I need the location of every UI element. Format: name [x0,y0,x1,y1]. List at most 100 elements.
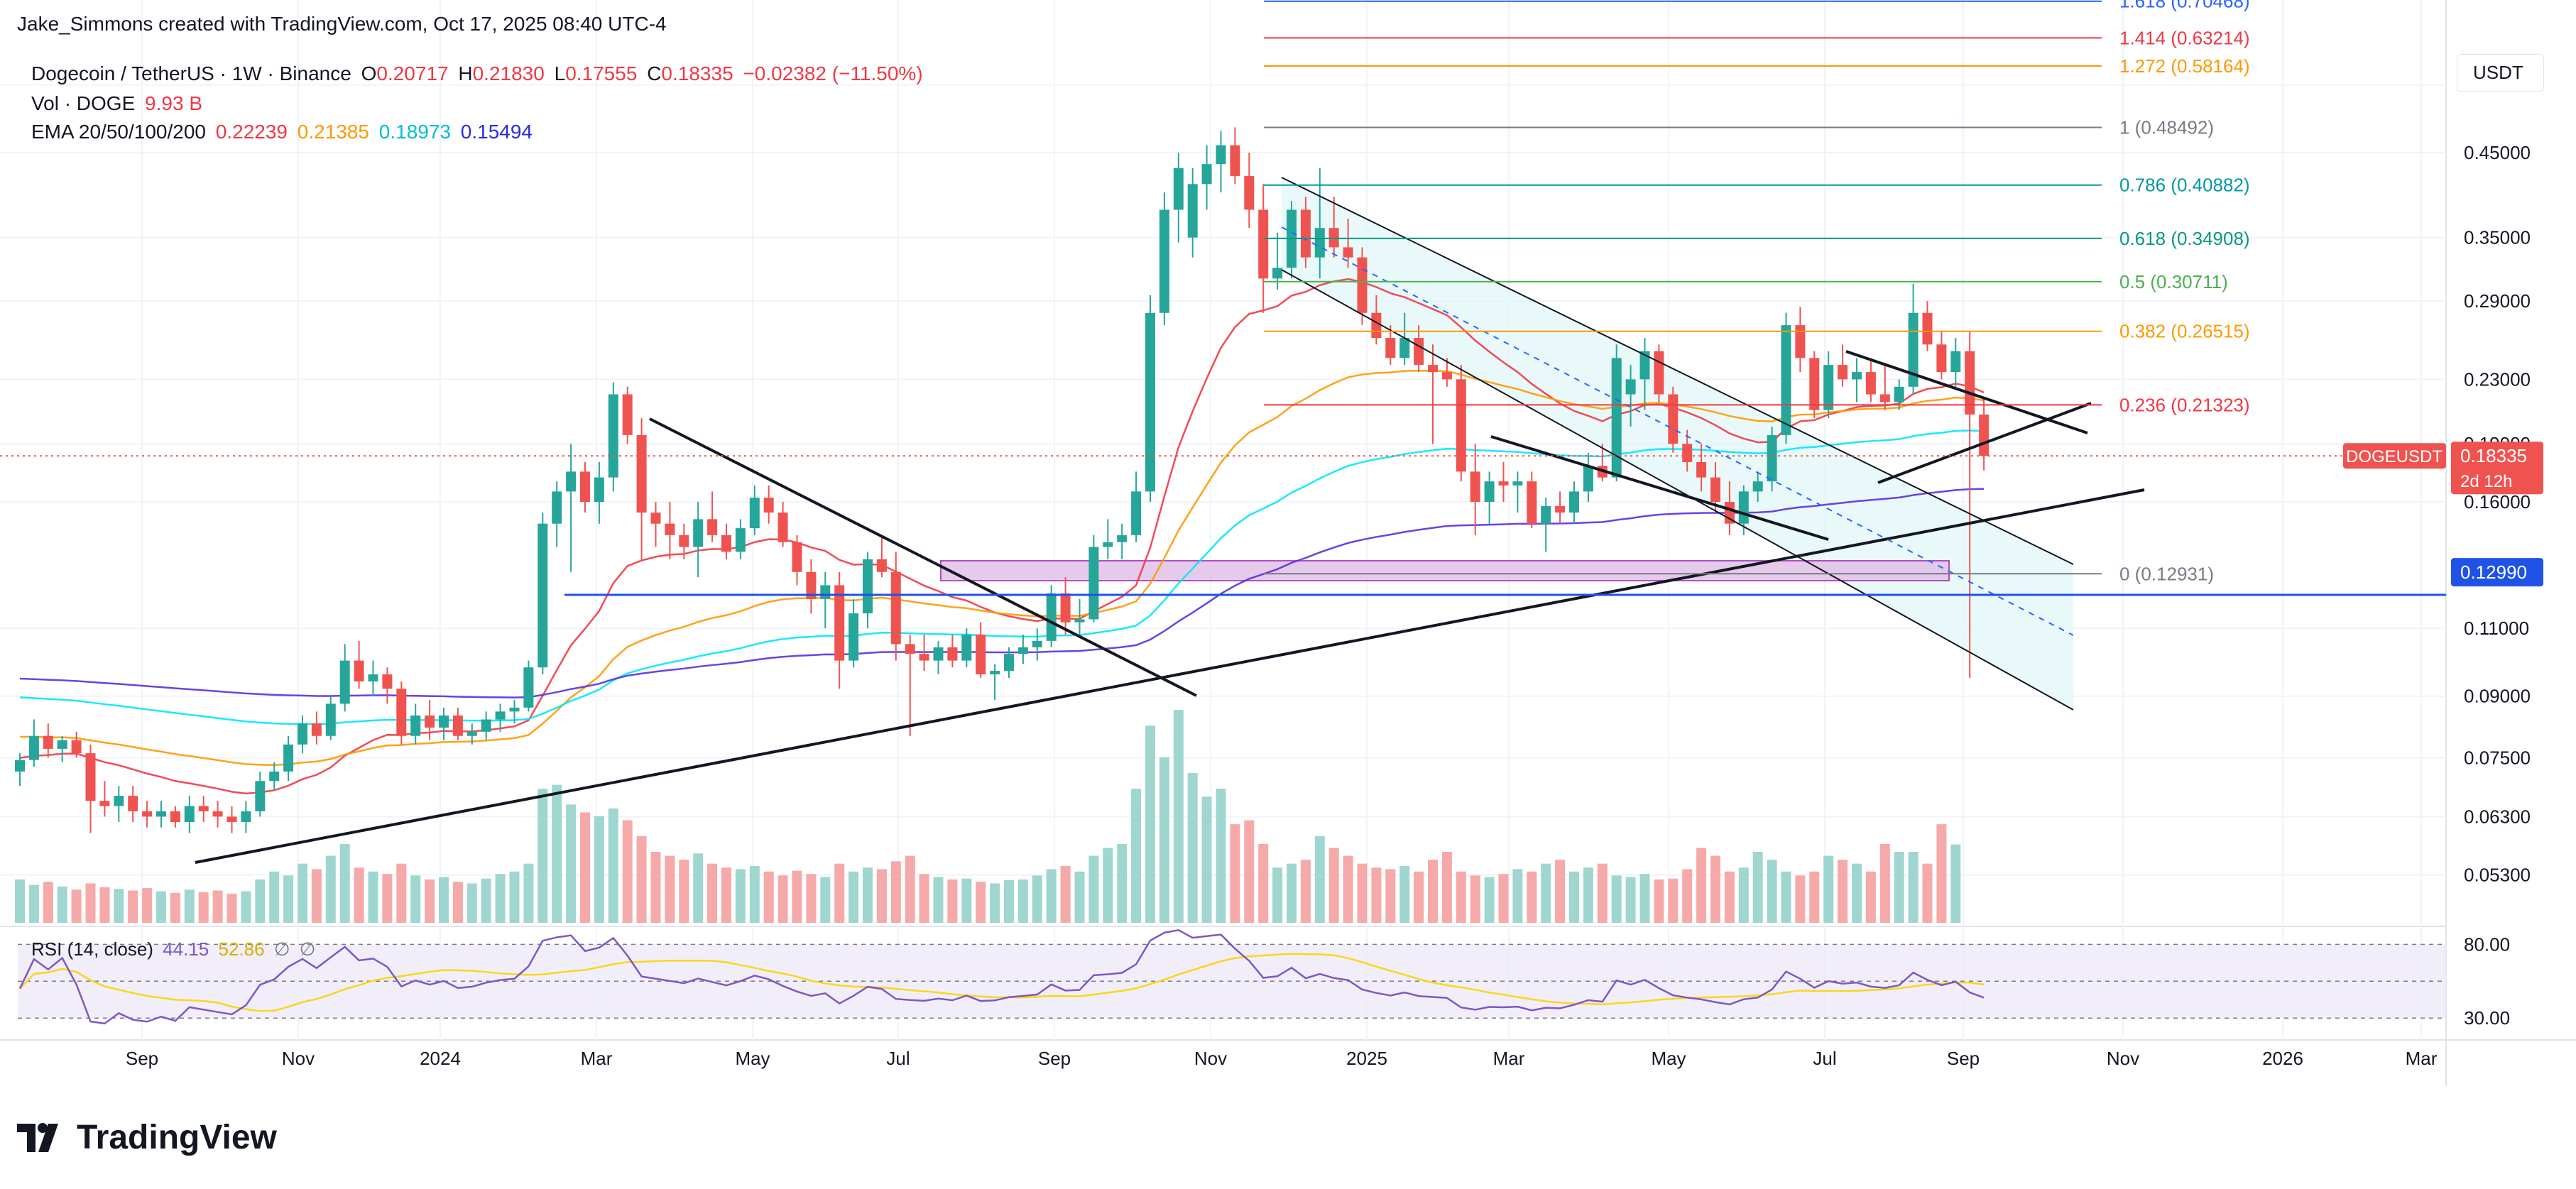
volume-bar [1456,871,1466,923]
price-tick-label: 0.45000 [2464,142,2531,163]
price-tick-label: 0.06300 [2464,806,2531,827]
volume-bar [552,784,562,923]
volume-bar [410,875,421,923]
candle-body [212,811,223,817]
candle-body [1046,593,1057,641]
fib-level-label: 1.618 (0.70468) [2119,0,2250,12]
candles [15,127,1990,833]
candle-body [1343,247,1353,258]
ema-label: EMA 20/50/100/200 [31,121,206,143]
volume-bar [255,879,266,923]
candle-body [1541,505,1551,524]
volume-bar [1852,863,1862,923]
volume-bar [1117,843,1128,923]
ascending-trendline [195,488,2145,864]
volume-bar [961,878,972,923]
candle-body [43,735,53,749]
ohlc-o-label: O [361,62,377,84]
volume-legend[interactable]: Vol · DOGE 9.93 B [31,92,207,115]
fib-level-label: 0.618 (0.34908) [2119,228,2250,249]
candle-body [1569,491,1579,513]
candle-body [425,715,435,728]
candle-body [1512,481,1523,486]
fib-level-label: 0.5 (0.30711) [2119,271,2228,292]
candle-body [1032,640,1042,647]
candle-body [1838,365,1848,380]
volume-bar [763,871,774,923]
volume-bar [15,879,25,923]
volume-bar [537,789,548,923]
volume-bar [1498,874,1509,923]
volume-bar [1187,772,1198,923]
volume-bar [184,889,195,923]
volume-bar [71,889,82,923]
descending-trendline-2024 [649,417,1197,697]
volume-bar [1823,855,1834,923]
candle-body [184,806,195,823]
volume-bar [1385,869,1396,923]
candle-body [537,523,548,668]
rsi-legend[interactable]: RSI (14, close) 44.15 52.86 ∅ ∅ [31,938,320,960]
candle-body [1894,386,1904,402]
candle-body [1414,338,1424,366]
time-tick-label: Jul [1813,1048,1836,1069]
volume-bar [1103,848,1113,923]
volume-bar [1131,789,1142,923]
volume-bar [1894,852,1904,923]
time-tick-label: Nov [282,1048,315,1069]
volume-bar [1908,852,1919,923]
candle-body [269,771,280,782]
symbol-line[interactable]: Dogecoin / TetherUS · 1W · Binance [31,62,351,84]
volume-bar [905,855,915,923]
volume-bar [1201,796,1212,923]
symbol-price-tag-bg [2343,443,2446,469]
candle-body [665,523,675,535]
volume-bar [1555,860,1566,923]
candle-body [1357,257,1368,313]
candle-body [1201,164,1212,185]
candle-body [1117,535,1128,542]
volume-bar [198,892,209,923]
candle-body [509,707,520,712]
volume-bar [1865,871,1876,923]
symbol-legend[interactable]: Dogecoin / TetherUS · 1W · Binance O0.20… [31,62,927,85]
hline-price-value: 0.12990 [2460,561,2527,583]
candle-body [466,731,477,736]
candle-body [1385,338,1396,358]
volume-bar [1088,855,1099,923]
ohlc-high: 0.21830 [472,62,545,84]
candle-body [990,671,1000,675]
candle-body [1145,312,1155,492]
candle-body [1017,647,1028,654]
candle-body [15,760,25,772]
ohlc-open: 0.20717 [376,62,449,84]
time-tick-label: Jul [886,1048,910,1069]
candle-body [354,660,364,682]
volume-bar [1625,877,1636,923]
fib-retracement: 1.618 (0.70468) 1.414 (0.63214) 1.272 (0.5… [1264,0,2250,584]
rsi-tick-label: 80.00 [2464,933,2510,955]
currency-button[interactable]: USDT [2457,54,2544,92]
volume-bar [57,886,67,923]
volume-bar [269,871,280,923]
ema-lines [19,278,1985,795]
price-tick-label: 0.23000 [2464,368,2531,390]
volume-bar [339,843,350,923]
candle-body [170,811,180,823]
volume-bar [1159,757,1169,923]
ema20-line [19,278,1985,795]
volume-bar [820,877,831,923]
volume-bar [227,893,237,923]
ohlc-h-label: H [458,62,473,84]
candle-body [227,816,237,823]
last-price-tag-bg [2451,442,2543,495]
ema-legend[interactable]: EMA 20/50/100/200 0.22239 0.21385 0.1897… [31,121,537,143]
fib-level-label: 0.382 (0.26515) [2119,321,2250,342]
candle-body [876,559,887,572]
candle-body [1879,394,1890,402]
candle-body [1625,379,1636,395]
volume-bar [1696,848,1707,923]
candle-body [1088,547,1099,620]
candle-body [1696,461,1707,478]
